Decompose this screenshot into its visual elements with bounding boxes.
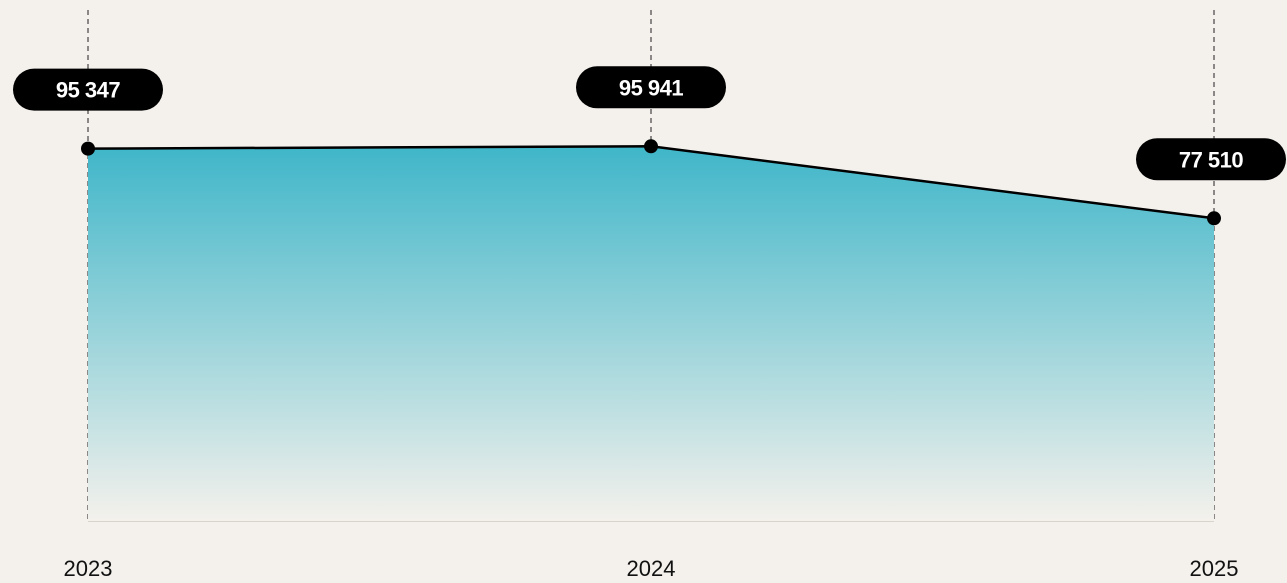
x-tick-2025: 2025: [1190, 556, 1239, 581]
x-tick-2024: 2024: [627, 556, 676, 581]
data-points: [81, 139, 1221, 226]
data-labels: 95 347 95 941 77 510: [13, 66, 1286, 181]
data-label-2025: 77 510: [1136, 138, 1286, 181]
x-tick-2023: 2023: [64, 556, 113, 581]
data-point-2025: [1207, 211, 1221, 226]
data-label-2024: 95 941: [576, 66, 726, 109]
svg-text:77 510: 77 510: [1179, 147, 1244, 172]
svg-text:95 347: 95 347: [56, 78, 121, 103]
svg-text:95 941: 95 941: [619, 75, 684, 100]
x-tick-labels: 2023 2024 2025: [64, 556, 1239, 581]
area-fill: [88, 146, 1214, 521]
data-label-2023: 95 347: [13, 68, 163, 111]
data-point-2023: [81, 141, 95, 156]
data-point-2024: [644, 139, 658, 154]
